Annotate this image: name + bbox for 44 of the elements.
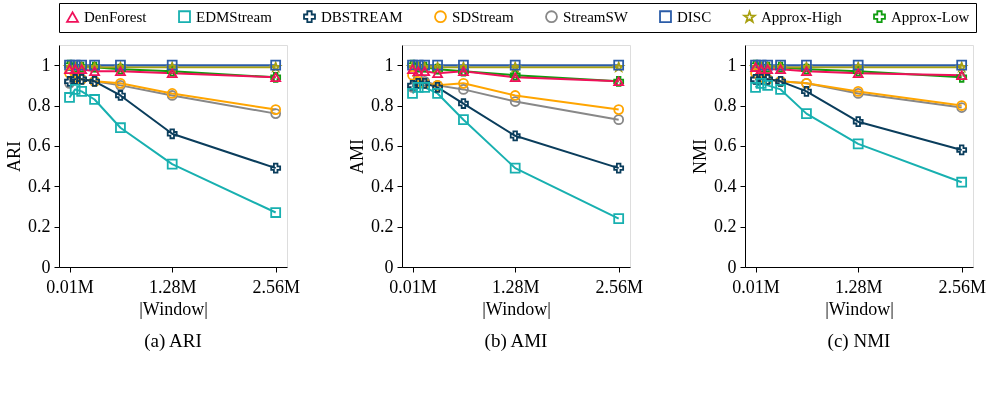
legend-label: Approx-Low <box>891 8 970 25</box>
y-tick-label: 0.2 <box>28 216 51 237</box>
y-tick-label: 0.2 <box>371 216 394 237</box>
text: (c) NMI <box>827 330 891 352</box>
y-tick-label: 0.8 <box>28 95 51 116</box>
y-axis-title: ARI <box>4 141 24 172</box>
legend-label: DBSTREAM <box>321 8 403 25</box>
y-tick-label: 0 <box>727 256 737 277</box>
y-tick-label: 0.6 <box>714 135 737 156</box>
y-tick-label: 0 <box>384 256 394 277</box>
y-tick-label: 0 <box>41 256 51 277</box>
x-tick-label: 1.28M <box>834 276 883 297</box>
y-tick-label: 1 <box>727 54 737 75</box>
legend-label: DISC <box>677 8 712 25</box>
legend-label: EDMStream <box>196 8 273 25</box>
y-axis-title: AMI <box>347 139 367 174</box>
legend-label: Approx-High <box>761 9 843 26</box>
x-axis-title: |Window| <box>825 298 894 319</box>
y-tick-label: 0.4 <box>28 175 51 196</box>
x-tick-label: 0.01M <box>732 276 780 297</box>
y-tick-label: 0.4 <box>714 175 737 196</box>
x-tick-label: 2.56M <box>595 276 643 297</box>
legend-label: StreamSW <box>563 8 629 25</box>
y-tick-label: 0.8 <box>371 95 394 116</box>
legend-label: SDStream <box>452 8 514 25</box>
x-tick-label: 0.01M <box>389 276 437 297</box>
y-axis-title: NMI <box>690 139 710 174</box>
y-tick-label: 0.6 <box>371 135 394 156</box>
y-tick-label: 0.8 <box>714 95 737 116</box>
y-tick-label: 0.2 <box>714 216 737 237</box>
y-tick-label: 1 <box>41 54 51 75</box>
legend-label: DenForest <box>84 9 148 26</box>
y-tick-label: 0.6 <box>28 135 51 156</box>
x-tick-label: 2.56M <box>252 276 300 297</box>
text: (b) AMI <box>484 330 548 352</box>
x-axis-title: |Window| <box>482 298 551 319</box>
x-axis-title: |Window| <box>139 298 208 319</box>
x-tick-label: 2.56M <box>938 276 986 297</box>
x-tick-label: 0.01M <box>46 276 94 297</box>
x-tick-label: 1.28M <box>148 276 197 297</box>
text: (a) ARI <box>144 330 202 352</box>
y-tick-label: 1 <box>384 54 394 75</box>
y-tick-label: 0.4 <box>371 175 394 196</box>
x-tick-label: 1.28M <box>491 276 540 297</box>
